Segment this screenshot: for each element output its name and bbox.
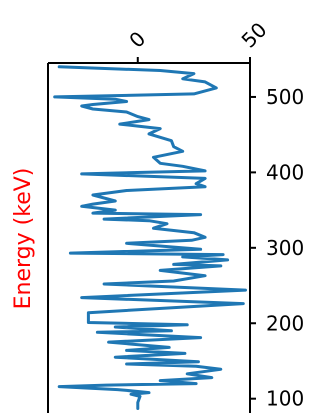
- y-tick-label: 500: [266, 85, 304, 109]
- y-tick-label: 400: [266, 160, 304, 184]
- x-tick-label: 50: [237, 18, 272, 53]
- series-line-0: [53, 65, 247, 410]
- plot-area: [47, 62, 251, 413]
- y-axis-ticks: 100 200 300 400 500: [250, 85, 304, 411]
- x-tick-label: 0: [124, 27, 150, 53]
- y-tick-label: 100: [266, 387, 304, 411]
- x-axis-ticks: 0 50: [124, 18, 272, 63]
- y-tick-label: 200: [266, 311, 304, 335]
- y-axis-label: Energy (keV): [11, 168, 36, 310]
- y-tick-label: 300: [266, 236, 304, 260]
